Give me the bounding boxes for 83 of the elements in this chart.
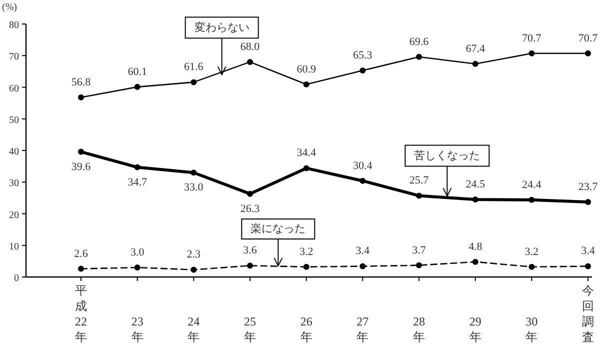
point — [360, 178, 366, 184]
data-label: 30.4 — [353, 160, 373, 172]
y-tick-label: 20 — [9, 210, 19, 221]
data-label: 39.6 — [71, 160, 92, 173]
data-label: 3.2 — [524, 246, 539, 258]
point — [360, 263, 366, 270]
point — [134, 264, 140, 271]
data-label: 34.4 — [296, 147, 316, 160]
y-tick-label: 60 — [9, 83, 19, 94]
data-label: 3.4 — [356, 245, 370, 258]
data-label: 3.4 — [581, 245, 596, 258]
point — [472, 258, 478, 265]
data-label: 24.4 — [522, 178, 542, 191]
data-label: 23.7 — [578, 181, 598, 194]
point — [416, 262, 422, 268]
x-tick-label: 24年 — [188, 314, 200, 344]
data-label: 70.7 — [522, 32, 542, 44]
text: 楽になった — [250, 222, 306, 235]
y-tick-label: 50 — [9, 114, 19, 126]
text: 変わらない — [194, 21, 250, 34]
point — [247, 58, 253, 65]
x-tick-label: 今回調査 — [582, 284, 594, 344]
point — [190, 170, 197, 176]
data-label: 33.0 — [184, 182, 204, 194]
point — [190, 79, 197, 86]
data-label: 60.9 — [296, 63, 316, 76]
data-label: 67.4 — [466, 42, 486, 55]
x-tick-label: 28年 — [413, 314, 425, 344]
point — [303, 165, 310, 172]
point — [247, 262, 253, 269]
y-axis-title: (%) — [2, 2, 17, 13]
point — [78, 148, 84, 155]
y-tick-label: 30 — [9, 178, 19, 190]
point — [472, 60, 478, 67]
x-tick-label: 30年 — [526, 314, 538, 344]
x-tick-label: 29年 — [469, 314, 482, 344]
point — [585, 263, 591, 270]
x-tick-label: 23年 — [131, 314, 144, 344]
point — [134, 84, 140, 90]
data-label: 24.5 — [466, 178, 486, 191]
data-label: 34.7 — [128, 176, 148, 188]
data-label: 61.6 — [184, 61, 204, 74]
y-tick-label: 10 — [9, 241, 19, 252]
y-tick-label: 70 — [9, 52, 19, 63]
point — [585, 50, 591, 56]
y-tick-label: 80 — [9, 20, 19, 31]
text: 苦しくなった — [414, 149, 480, 162]
x-tick-label: 平成22年 — [75, 284, 87, 344]
data-label: 68.0 — [240, 40, 260, 53]
y-tick-label: 0 — [14, 273, 19, 284]
x-tick-label: 27年 — [356, 314, 369, 344]
point — [585, 199, 591, 206]
data-label: 2.3 — [186, 248, 202, 261]
data-label: 60.1 — [128, 66, 147, 78]
data-label: 56.8 — [71, 76, 92, 88]
point — [416, 192, 422, 199]
point — [528, 50, 535, 56]
point — [190, 266, 197, 273]
data-label: 25.7 — [409, 174, 430, 187]
data-label: 2.6 — [74, 248, 88, 260]
point — [472, 196, 478, 203]
data-label: 69.6 — [409, 36, 430, 48]
data-label: 70.7 — [578, 32, 598, 44]
point — [78, 94, 84, 100]
data-label: 3.0 — [130, 246, 145, 259]
point — [416, 54, 422, 60]
point — [78, 266, 84, 272]
x-tick-label: 26年 — [300, 314, 312, 344]
data-label: 3.6 — [243, 244, 258, 257]
x-tick-label: 25年 — [244, 314, 256, 344]
data-label: 26.3 — [240, 202, 260, 215]
point — [360, 67, 366, 74]
y-tick-label: 40 — [9, 146, 19, 158]
point — [247, 190, 253, 197]
point — [528, 264, 535, 270]
data-label: 65.3 — [353, 49, 373, 62]
data-label: 3.7 — [412, 244, 426, 256]
point — [528, 196, 535, 203]
point — [303, 264, 310, 270]
point — [134, 164, 140, 170]
data-label: 3.2 — [299, 246, 314, 258]
data-label: 4.8 — [468, 240, 483, 253]
point — [303, 81, 310, 88]
